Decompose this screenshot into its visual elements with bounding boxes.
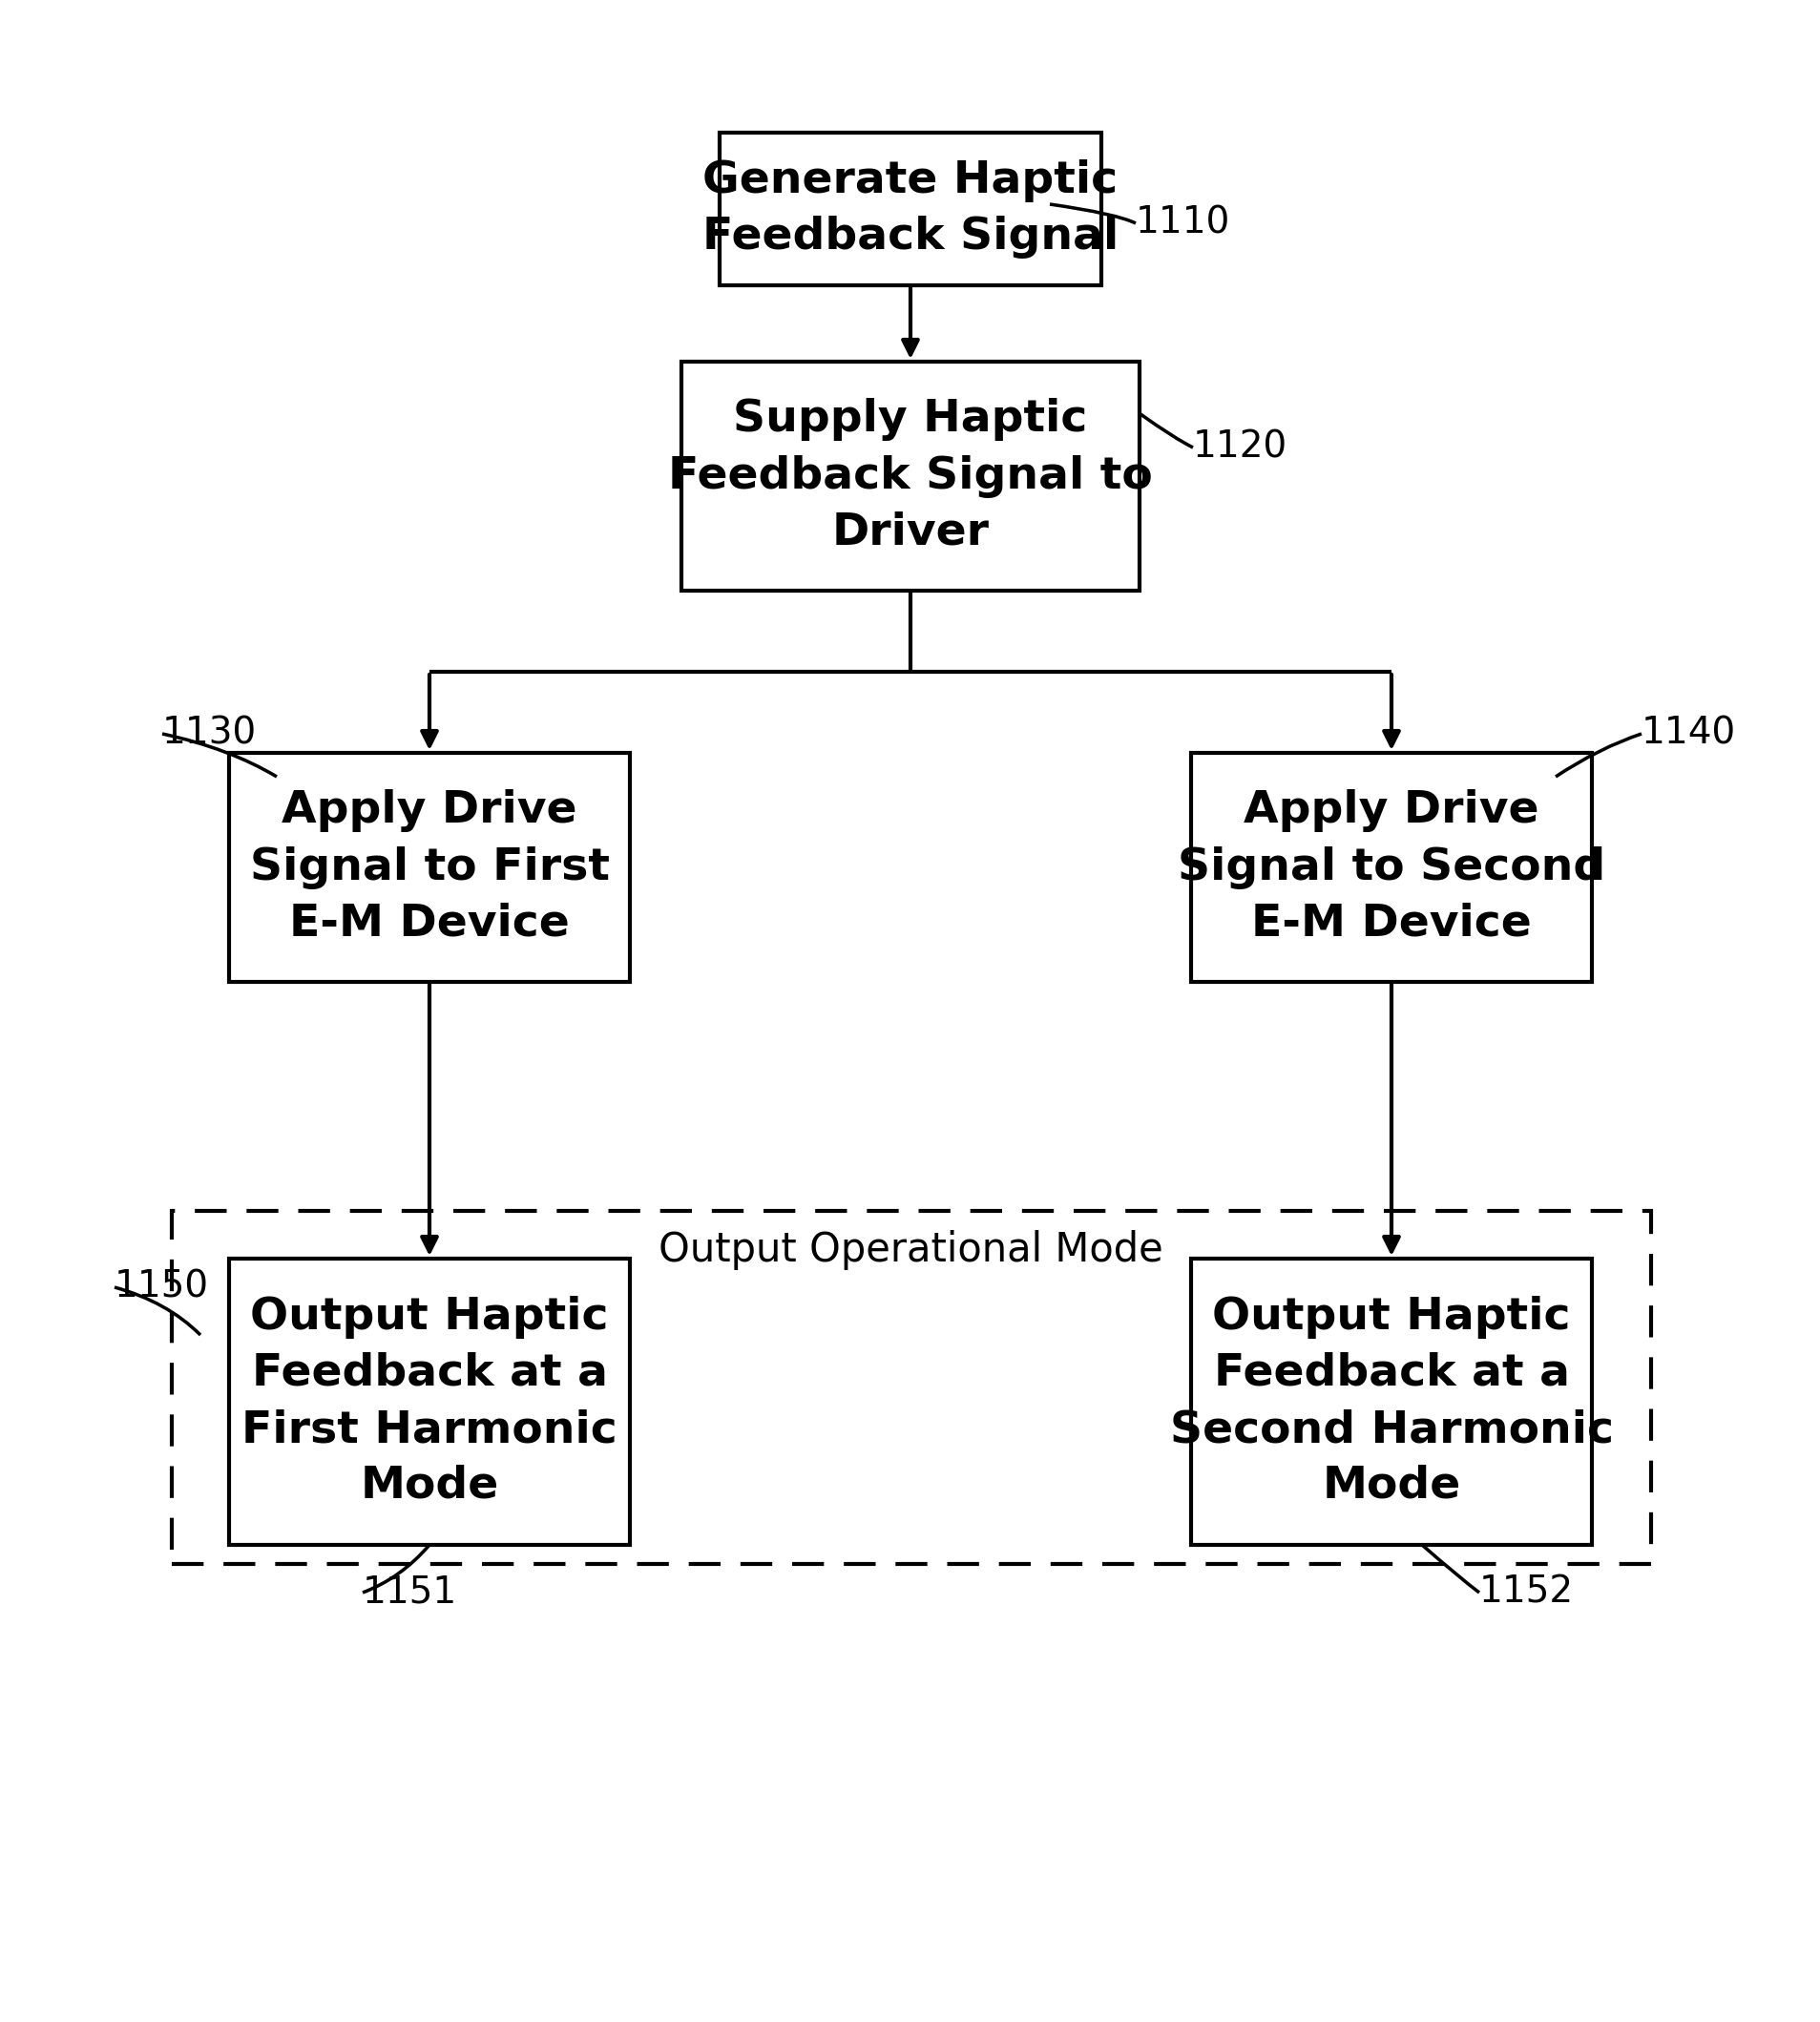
Text: Supply Haptic
Feedback Signal to
Driver: Supply Haptic Feedback Signal to Driver bbox=[668, 398, 1152, 554]
Text: Output Operational Mode: Output Operational Mode bbox=[657, 1229, 1163, 1270]
Text: 1150: 1150 bbox=[115, 1270, 209, 1306]
Bar bbox=[1190, 1258, 1591, 1545]
Bar bbox=[229, 1258, 630, 1545]
Text: 1151: 1151 bbox=[362, 1575, 457, 1612]
Text: 1130: 1130 bbox=[162, 716, 257, 752]
Text: 1110: 1110 bbox=[1136, 204, 1230, 241]
Bar bbox=[719, 133, 1101, 285]
Text: Output Haptic
Feedback at a
Second Harmonic
Mode: Output Haptic Feedback at a Second Harmo… bbox=[1168, 1296, 1613, 1508]
Text: Generate Haptic
Feedback Signal: Generate Haptic Feedback Signal bbox=[703, 160, 1117, 259]
Text: 1152: 1152 bbox=[1478, 1575, 1572, 1612]
Text: Apply Drive
Signal to First
E-M Device: Apply Drive Signal to First E-M Device bbox=[249, 791, 610, 944]
Bar bbox=[681, 362, 1139, 590]
Bar bbox=[229, 752, 630, 983]
Bar bbox=[171, 1211, 1651, 1563]
Text: Output Haptic
Feedback at a
First Harmonic
Mode: Output Haptic Feedback at a First Harmon… bbox=[242, 1296, 617, 1508]
Text: Apply Drive
Signal to Second
E-M Device: Apply Drive Signal to Second E-M Device bbox=[1178, 791, 1605, 944]
Bar bbox=[1190, 752, 1591, 983]
Text: 1140: 1140 bbox=[1640, 716, 1734, 752]
Text: 1120: 1120 bbox=[1192, 429, 1287, 465]
